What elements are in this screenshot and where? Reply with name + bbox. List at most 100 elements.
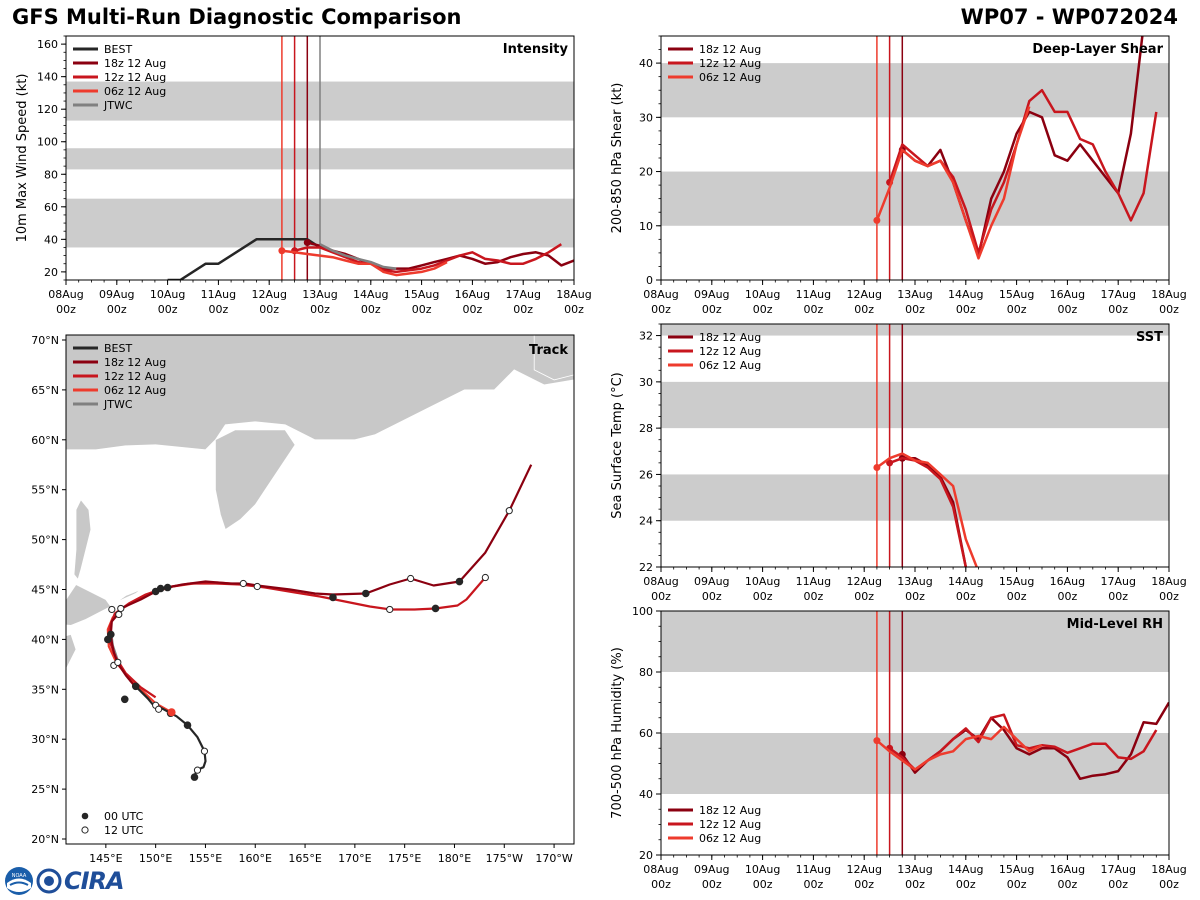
x-tick-label: 13Aug: [897, 863, 932, 876]
y-axis-label: 700-500 hPa Humidity (%): [610, 647, 625, 819]
x-tick-label: 08Aug: [643, 288, 678, 301]
x-tick-label: 10Aug: [150, 288, 185, 301]
panel-title: Mid-Level RH: [1067, 617, 1163, 632]
cira-logo-text: CIRA: [64, 867, 125, 895]
sst-chart: 22 24 26 28 30 32 08Aug 00z 09Aug 00z 10Aug 00z 11Au…: [610, 323, 1187, 603]
y-tick-label: 100: [632, 605, 653, 618]
legend-label: 12z 12 Aug: [104, 71, 166, 84]
x-tick-sublabel: 00z: [651, 590, 671, 603]
x-tick-sublabel: 00z: [854, 878, 874, 891]
x-tick-label: 08Aug: [643, 575, 678, 588]
track-chart: 20°N 25°N 30°N 35°N 40°N 45°N 50°N 55°N 60°N 65°N…: [31, 334, 575, 865]
track-map-group: [66, 335, 574, 781]
x-tick-sublabel: 00z: [854, 590, 874, 603]
x-tick-label: 18Aug: [1151, 575, 1186, 588]
y-tick-label: 40: [639, 788, 653, 801]
x-tick-sublabel: 00z: [753, 878, 773, 891]
y-tick-label: 40°N: [31, 633, 59, 646]
land-mass: [115, 589, 141, 603]
y-tick-label: 65°N: [31, 384, 59, 397]
x-tick-sublabel: 00z: [1108, 878, 1128, 891]
track-line-r12z: [107, 576, 487, 699]
x-tick-label: 170°W: [535, 852, 572, 865]
page-title: GFS Multi-Run Diagnostic Comparison: [12, 5, 462, 29]
shear-series-group: [873, 36, 1158, 260]
x-tick-sublabel: 00z: [651, 878, 671, 891]
y-axis-label: Sea Surface Temp (°C): [610, 372, 625, 519]
marker-12utc: [239, 579, 247, 588]
x-tick-label: 08Aug: [48, 288, 83, 301]
y-tick-label: 60°N: [31, 434, 59, 447]
marker-00utc: [120, 695, 129, 704]
x-tick-label: 09Aug: [694, 288, 729, 301]
marker-12utc: [108, 605, 116, 614]
x-tick-sublabel: 00z: [905, 878, 925, 891]
x-tick-label: 11Aug: [796, 288, 831, 301]
y-tick-label: 45°N: [31, 584, 59, 597]
y-tick-label: 20°N: [31, 833, 59, 846]
marker-12utc: [155, 705, 163, 713]
legend-label: JTWC: [103, 99, 133, 112]
x-tick-sublabel: 00z: [753, 303, 773, 316]
x-tick-label: 12Aug: [846, 575, 881, 588]
x-tick-label: 12Aug: [846, 863, 881, 876]
sst-series-group: [873, 452, 979, 567]
marker-12utc: [481, 573, 489, 582]
x-tick-label: 18Aug: [1151, 863, 1186, 876]
x-tick-sublabel: 00z: [107, 303, 127, 316]
x-tick-label: 165°E: [288, 852, 321, 865]
x-tick-sublabel: 00z: [1007, 303, 1027, 316]
legend-label: 12z 12 Aug: [699, 345, 761, 358]
y-tick-label: 70°N: [31, 334, 59, 347]
series-line-r12z: [294, 243, 562, 274]
marker-00utc: [190, 773, 199, 781]
x-tick-label: 14Aug: [353, 288, 388, 301]
init-point-r06z: [873, 737, 881, 745]
panel-title: Intensity: [503, 42, 569, 57]
marker-00utc: [107, 630, 115, 639]
y-tick-label: 100: [37, 136, 58, 149]
x-tick-label: 170°E: [338, 852, 371, 865]
land-mass: [66, 633, 77, 671]
marker-00utc: [455, 577, 464, 586]
intensity-series-group: [167, 238, 574, 280]
y-tick-label: 22: [639, 561, 653, 574]
x-tick-sublabel: 00z: [361, 303, 381, 316]
y-tick-label: 20: [639, 166, 653, 179]
y-tick-label: 40: [44, 233, 58, 246]
x-tick-label: 155°E: [189, 852, 222, 865]
x-tick-sublabel: 00z: [905, 590, 925, 603]
land-mass: [215, 429, 296, 531]
series-line-r06z: [876, 452, 979, 567]
series-line-r06z: [875, 106, 1031, 260]
x-tick-label: 10Aug: [745, 575, 780, 588]
x-tick-label: 13Aug: [897, 288, 932, 301]
x-tick-sublabel: 00z: [412, 303, 432, 316]
x-tick-label: 11Aug: [796, 575, 831, 588]
x-tick-sublabel: 00z: [956, 590, 976, 603]
series-line-r12z: [889, 456, 968, 567]
marker-00utc: [131, 682, 140, 691]
legend-label: BEST: [104, 43, 132, 56]
panel-title: SST: [1136, 330, 1163, 345]
x-tick-label: 145°E: [89, 852, 122, 865]
init-point-r18z: [303, 239, 311, 247]
x-tick-label: 11Aug: [796, 863, 831, 876]
marker-12utc: [193, 766, 202, 774]
x-tick-label: 10Aug: [745, 288, 780, 301]
x-tick-sublabel: 00z: [1159, 303, 1179, 316]
x-tick-sublabel: 00z: [1058, 303, 1078, 316]
x-tick-label: 15Aug: [999, 575, 1034, 588]
x-tick-label: 14Aug: [948, 288, 983, 301]
init-point-r06z: [278, 247, 286, 255]
legend-label: 18z 12 Aug: [699, 804, 761, 817]
land-mass: [66, 335, 574, 451]
init-point-r06z: [873, 216, 881, 224]
x-tick-label: 17Aug: [505, 288, 540, 301]
marker-12utc: [407, 574, 415, 583]
